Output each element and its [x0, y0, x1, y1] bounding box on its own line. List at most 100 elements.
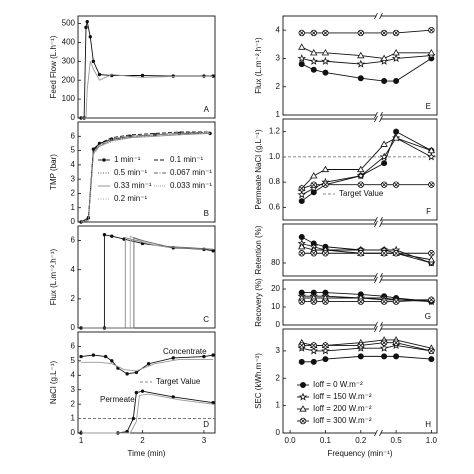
- y-tick-label: 80: [271, 258, 280, 267]
- marker: [322, 342, 329, 349]
- marker: [392, 181, 400, 188]
- marker: [298, 233, 305, 240]
- marker: [379, 343, 389, 352]
- marker: [134, 370, 139, 375]
- marker: [428, 356, 435, 363]
- y-axis-label: NaCl (g.L⁻¹): [49, 360, 58, 404]
- y-tick-label: 0.8: [269, 177, 281, 186]
- panel-label: C: [203, 315, 209, 324]
- marker: [357, 181, 364, 188]
- marker: [125, 372, 129, 376]
- plot-frame: [282, 328, 438, 434]
- legend-label: Target Value: [339, 189, 384, 198]
- y-axis-label: Flux (L.m⁻².h⁻¹): [254, 37, 263, 94]
- legend-marker: [102, 158, 106, 162]
- legend-label: Ioff = 150 W.m⁻²: [313, 392, 372, 401]
- y-tick-label: 1: [71, 414, 76, 423]
- y-tick-label: 1.2: [269, 127, 281, 136]
- y-tick-label: 0: [276, 320, 281, 329]
- legend-label: 1 min⁻¹: [114, 155, 141, 164]
- legend-label: Target Value: [156, 377, 201, 386]
- marker: [140, 389, 145, 393]
- marker: [392, 250, 400, 257]
- marker: [85, 19, 89, 24]
- marker: [391, 54, 401, 63]
- y-tick-label: 6: [71, 342, 76, 351]
- legend-marker: [299, 381, 306, 388]
- y-tick-label: 4: [71, 370, 76, 379]
- y-tick-label: 2: [276, 82, 281, 91]
- y-tick-label: 0: [71, 323, 76, 332]
- y-tick-label: 500: [62, 19, 76, 28]
- marker: [146, 362, 151, 366]
- marker: [310, 48, 318, 56]
- y-axis-label: Permeate NaCl (g.L⁻¹): [254, 129, 263, 210]
- marker: [321, 346, 330, 355]
- marker: [309, 346, 318, 355]
- marker: [103, 354, 108, 359]
- axis-break-gap: [376, 277, 381, 283]
- marker: [171, 356, 175, 360]
- marker: [97, 72, 102, 77]
- marker: [211, 249, 215, 253]
- marker: [357, 75, 364, 82]
- marker: [310, 342, 317, 349]
- marker: [381, 353, 388, 360]
- marker: [310, 66, 317, 73]
- series-line: [80, 131, 211, 223]
- y-tick-label: 2: [71, 189, 76, 198]
- annotation: Permeate: [100, 395, 135, 404]
- panel-label: F: [426, 207, 431, 216]
- marker: [297, 190, 306, 199]
- marker: [427, 146, 436, 154]
- marker: [102, 233, 107, 237]
- axis-break-gap: [376, 430, 381, 436]
- y-tick-label: 3: [71, 385, 76, 394]
- y-tick-label: 300: [62, 56, 76, 65]
- marker: [357, 250, 364, 257]
- series-line: [80, 132, 211, 223]
- marker: [381, 78, 388, 85]
- y-tick-label: 2: [71, 294, 76, 303]
- legend-label: 0.033 min⁻¹: [170, 181, 212, 190]
- y-tick-label: 4: [276, 25, 281, 34]
- marker: [298, 43, 306, 50]
- marker: [427, 255, 436, 263]
- legend-label: Ioff = 300 W.m⁻²: [313, 416, 372, 425]
- plot-frame: [77, 121, 216, 223]
- legend-label: Ioff = 0 W.m⁻²: [313, 380, 363, 389]
- legend-label: 0.5 min⁻¹: [114, 168, 147, 177]
- marker: [298, 242, 306, 250]
- marker: [91, 353, 96, 357]
- axis-break-gap: [376, 326, 381, 332]
- marker: [321, 165, 330, 173]
- y-axis-label: Recovery (%): [254, 278, 263, 327]
- marker: [356, 59, 366, 68]
- x-tick-label: 0.5: [391, 436, 403, 445]
- marker: [322, 250, 329, 257]
- marker: [357, 29, 364, 37]
- y-tick-label: 1: [276, 110, 281, 119]
- y-tick-label: 0: [71, 217, 76, 226]
- legend-label: 0.33 min⁻¹: [114, 181, 152, 190]
- marker: [392, 134, 400, 141]
- series-line: [81, 393, 214, 434]
- marker: [298, 298, 305, 305]
- axis-break-gap: [376, 112, 381, 118]
- x-axis-label: Time (min): [128, 449, 166, 458]
- y-tick-label: 4: [71, 160, 76, 169]
- axis-break: [374, 12, 383, 20]
- marker: [91, 59, 96, 64]
- marker: [380, 339, 388, 346]
- series-line: [81, 358, 214, 372]
- marker: [131, 416, 135, 421]
- marker: [380, 54, 388, 62]
- marker: [357, 353, 364, 360]
- marker: [428, 27, 435, 34]
- annotation: Concentrate: [163, 347, 207, 356]
- marker: [310, 358, 317, 365]
- marker: [356, 171, 366, 180]
- y-tick-label: 3: [276, 346, 281, 355]
- marker: [88, 35, 92, 39]
- axis-break-gap: [376, 13, 381, 19]
